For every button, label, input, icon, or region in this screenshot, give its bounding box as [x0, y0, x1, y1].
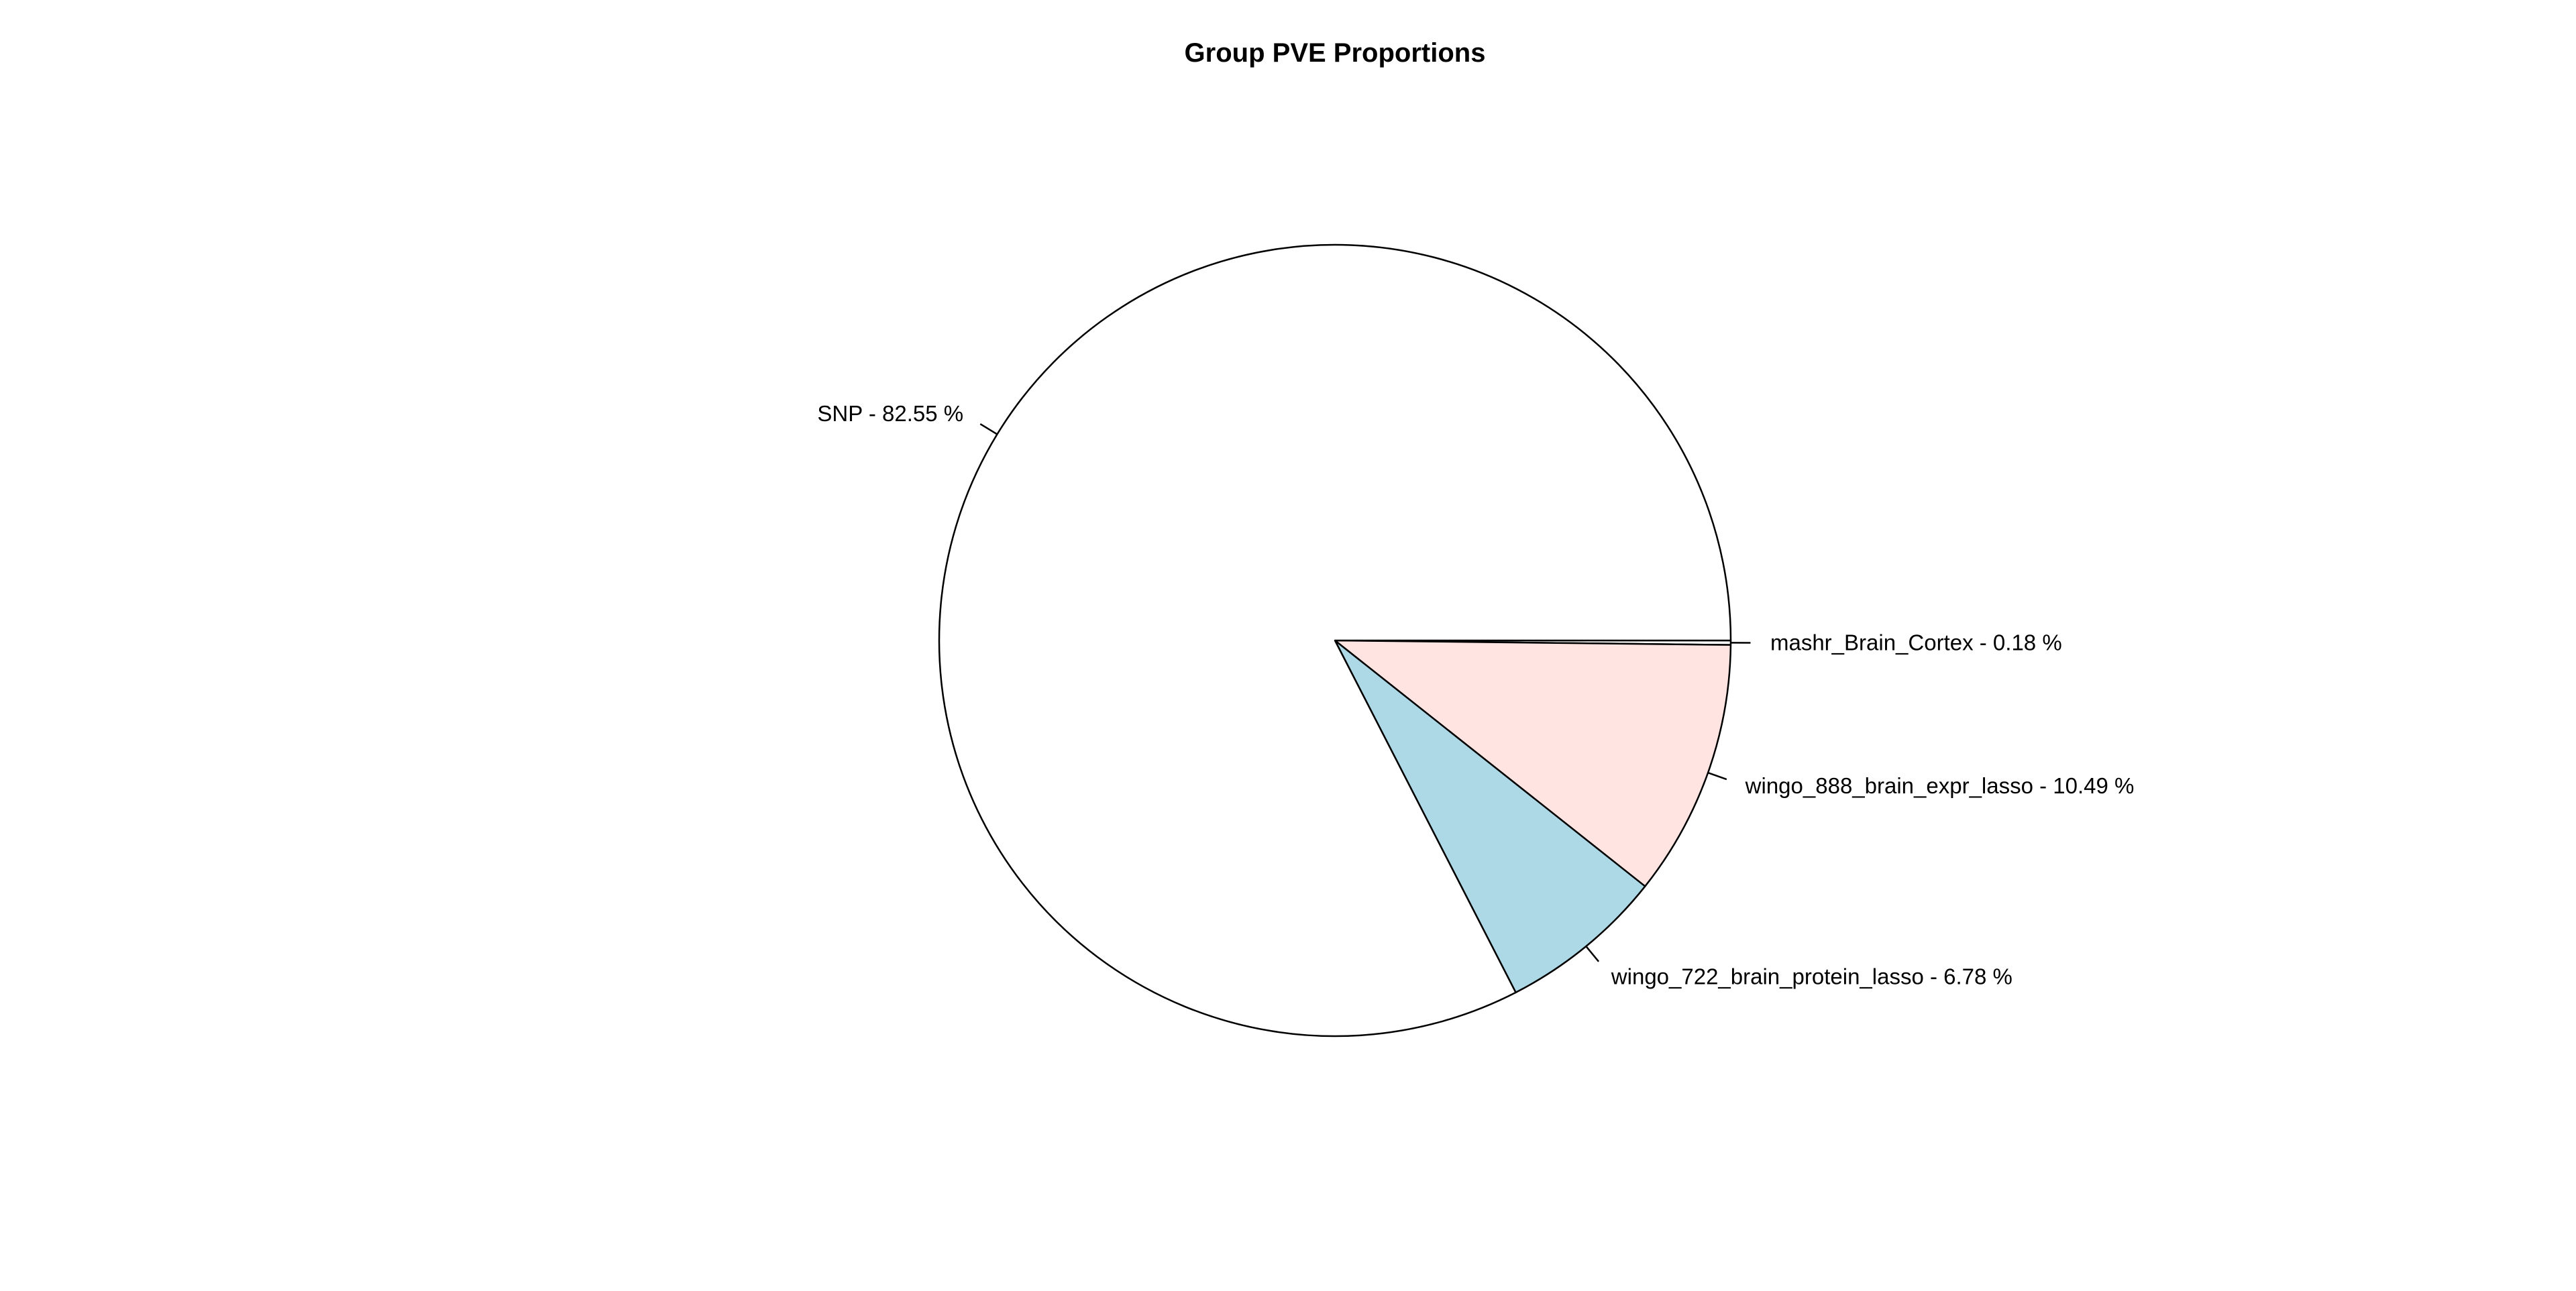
- pie-slice-label: mashr_Brain_Cortex - 0.18 %: [1770, 630, 2062, 655]
- pie-label-tick: [980, 424, 997, 434]
- chart-title: Group PVE Proportions: [1185, 38, 1486, 68]
- pie-slice-label: wingo_888_brain_expr_lasso - 10.49 %: [1745, 773, 2135, 798]
- pie-label-tick: [1708, 773, 1727, 779]
- pie-slices: [939, 245, 1731, 1036]
- pie-slice-label: wingo_722_brain_protein_lasso - 6.78 %: [1611, 964, 2012, 989]
- pie-label-tick: [1586, 946, 1599, 962]
- pie-slice-label: SNP - 82.55 %: [817, 401, 963, 426]
